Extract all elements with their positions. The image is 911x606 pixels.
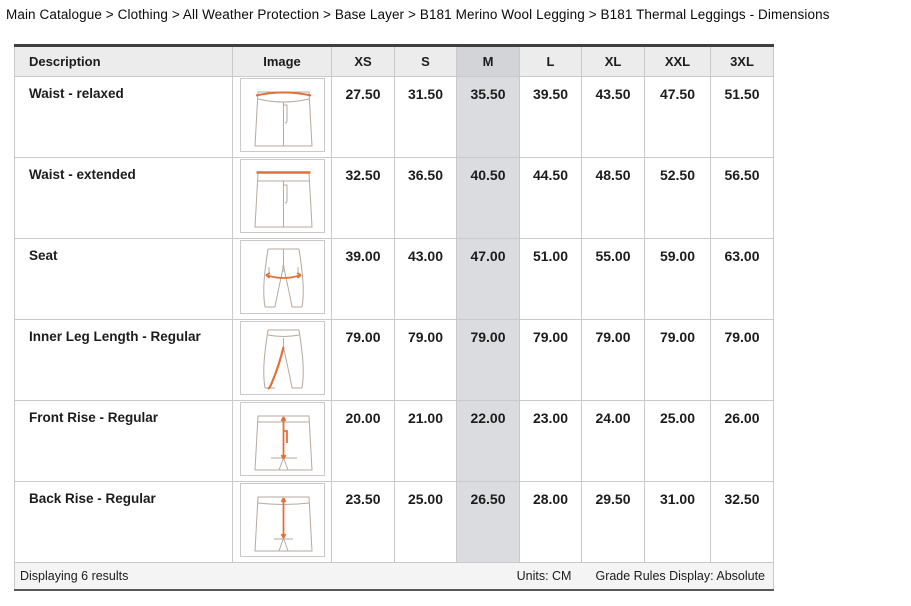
cell-value: 43.50 [581,76,645,158]
row-image-cell [232,481,332,563]
column-header-description[interactable]: Description [14,45,233,77]
cell-value: 25.00 [644,400,711,482]
cell-value: 59.00 [644,238,711,320]
row-label: Inner Leg Length - Regular [14,319,233,401]
cell-value: 63.00 [710,238,774,320]
cell-value-highlighted: 47.00 [456,238,520,320]
cell-value: 48.50 [581,157,645,239]
cell-value: 31.00 [644,481,711,563]
cell-value-highlighted: 22.00 [456,400,520,482]
table-footer-row: Displaying 6 results Units: CM Grade Rul… [14,562,774,590]
column-header-xl[interactable]: XL [581,45,645,77]
cell-value: 79.00 [331,319,395,401]
row-image-cell [232,157,332,239]
cell-value-highlighted: 35.50 [456,76,520,158]
column-header-l[interactable]: L [519,45,582,77]
dimensions-table: Description Image XS S M L XL XXL 3XL Wa… [14,44,774,591]
results-count-label: Displaying 6 results [20,568,129,583]
row-image-cell [232,238,332,320]
cell-value: 56.50 [710,157,774,239]
cell-value-highlighted: 40.50 [456,157,520,239]
cell-value: 79.00 [519,319,582,401]
cell-value: 51.50 [710,76,774,158]
column-header-xs[interactable]: XS [331,45,395,77]
units-label: Units: CM [516,568,572,583]
cell-value: 27.50 [331,76,395,158]
table-row: Back Rise - Regular [14,481,774,563]
column-header-3xl[interactable]: 3XL [710,45,774,77]
row-label: Waist - relaxed [14,76,233,158]
column-header-m[interactable]: M [456,45,520,77]
cell-value: 25.00 [394,481,457,563]
table-row: Waist - extended 32.50 36.50 [14,157,774,239]
cell-value: 47.50 [644,76,711,158]
cell-value: 32.50 [710,481,774,563]
table-row: Inner Leg Length - Regular [14,319,774,401]
cell-value: 52.50 [644,157,711,239]
grade-rules-display-label: Grade Rules Display: Absolute [595,568,765,583]
table-row: Seat [14,238,774,320]
column-header-image[interactable]: Image [232,45,332,77]
cell-value: 23.50 [331,481,395,563]
row-image-cell [232,76,332,158]
cell-value: 44.50 [519,157,582,239]
waist-relaxed-diagram [239,77,325,152]
cell-value: 36.50 [394,157,457,239]
cell-value: 26.00 [710,400,774,482]
cell-value: 79.00 [581,319,645,401]
row-label: Back Rise - Regular [14,481,233,563]
header-row: Description Image XS S M L XL XXL 3XL [14,45,774,77]
seat-diagram [239,239,325,314]
row-image-cell [232,400,332,482]
cell-value: 79.00 [394,319,457,401]
cell-value: 21.00 [394,400,457,482]
cell-value-highlighted: 79.00 [456,319,520,401]
back-rise-diagram [239,482,325,557]
cell-value: 20.00 [331,400,395,482]
cell-value: 51.00 [519,238,582,320]
cell-value: 39.50 [519,76,582,158]
cell-value: 55.00 [581,238,645,320]
inner-leg-length-diagram [239,320,325,395]
cell-value: 43.00 [394,238,457,320]
cell-value: 28.00 [519,481,582,563]
table-row: Front Rise - Regular [14,400,774,482]
cell-value: 31.50 [394,76,457,158]
row-label: Seat [14,238,233,320]
cell-value: 29.50 [581,481,645,563]
column-header-s[interactable]: S [394,45,457,77]
cell-value: 79.00 [710,319,774,401]
table-row: Waist - relaxed 27.50 31.50 3 [14,76,774,158]
breadcrumb[interactable]: Main Catalogue > Clothing > All Weather … [6,7,830,22]
column-header-xxl[interactable]: XXL [644,45,711,77]
waist-extended-diagram [239,158,325,233]
front-rise-diagram [239,401,325,476]
cell-value: 24.00 [581,400,645,482]
cell-value-highlighted: 26.50 [456,481,520,563]
cell-value: 39.00 [331,238,395,320]
cell-value: 23.00 [519,400,582,482]
row-label: Waist - extended [14,157,233,239]
row-image-cell [232,319,332,401]
cell-value: 32.50 [331,157,395,239]
row-label: Front Rise - Regular [14,400,233,482]
cell-value: 79.00 [644,319,711,401]
